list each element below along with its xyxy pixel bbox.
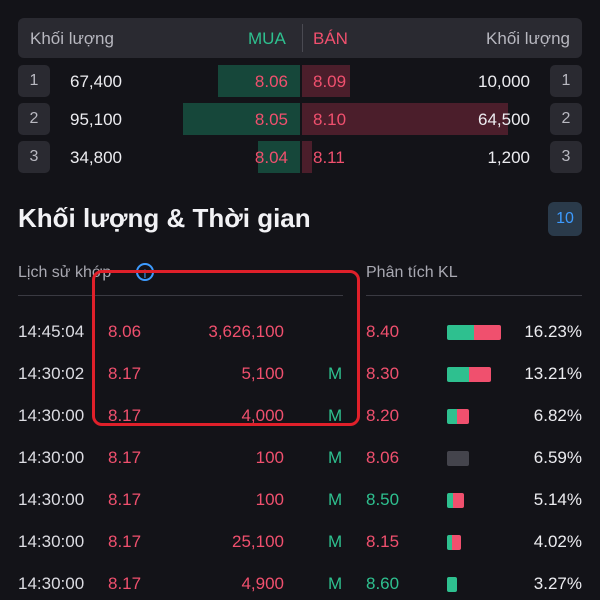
tab-match-history[interactable]: Lịch sử khớp (18, 264, 112, 281)
buy-volume: 95,100 (70, 110, 122, 129)
tab-underline (18, 295, 343, 296)
volume-ratio-bar (447, 535, 461, 550)
sell-price[interactable]: 8.10 (313, 110, 347, 129)
trade-row[interactable]: 14:30:00 8.17 4,900 M 8.60 3.27% (0, 570, 600, 600)
orderbook-row[interactable]: 1 67,400 8.06 8.09 10,000 1 (18, 65, 582, 97)
buy-volume: 34,800 (70, 148, 122, 167)
trade-volume: 25,100 (232, 532, 284, 551)
buy-price[interactable]: 8.04 (254, 148, 288, 167)
volume-percent: 5.14% (533, 490, 582, 509)
volume-percent: 13.21% (524, 364, 582, 383)
trade-price: 8.17 (108, 448, 142, 467)
sell-volume-header: Khối lượng (486, 29, 570, 48)
annotation-highlight-box (92, 270, 360, 426)
sell-level-index: 2 (550, 103, 582, 135)
trade-volume: 100 (255, 448, 284, 467)
volume-ratio-bar (447, 409, 469, 424)
sell-depth-bar (302, 65, 350, 97)
sell-depth-bar (302, 103, 508, 135)
trade-time: 14:30:00 (18, 532, 85, 551)
buy-header: MUA (248, 29, 286, 48)
trade-row[interactable]: 14:45:04 8.06 3,626,100 8.40 16.23% (0, 318, 600, 348)
trade-price: 8.17 (108, 490, 142, 509)
price-level: 8.30 (366, 364, 400, 383)
volume-percent: 16.23% (524, 322, 582, 341)
trade-time: 14:30:00 (18, 574, 85, 593)
trade-volume: 100 (255, 490, 284, 509)
buy-price[interactable]: 8.05 (254, 110, 288, 129)
trade-price: 8.17 (108, 532, 142, 551)
volume-percent: 6.82% (533, 406, 582, 425)
volume-percent: 4.02% (533, 532, 582, 551)
trade-volume: 4,900 (241, 574, 284, 593)
trade-price: 8.17 (108, 364, 142, 383)
volume-ratio-bar (447, 451, 469, 466)
trade-time: 14:30:00 (18, 490, 85, 509)
trade-side: M (328, 448, 343, 467)
price-level: 8.60 (366, 574, 400, 593)
sell-header: BÁN (313, 29, 348, 48)
trade-side: M (328, 574, 343, 593)
buy-level-index: 3 (18, 141, 50, 173)
buy-depth-bar (218, 65, 300, 97)
tab-volume-analysis[interactable]: Phân tích KL (366, 264, 458, 281)
sell-volume: 1,200 (487, 148, 530, 167)
count-selector[interactable]: 10 (548, 202, 582, 236)
trade-time: 14:30:00 (18, 448, 85, 467)
trade-time: 14:30:02 (18, 364, 85, 383)
price-level: 8.50 (366, 490, 400, 509)
trade-row[interactable]: 14:30:00 8.17 100 M 8.50 5.14% (0, 486, 600, 516)
buy-volume-header: Khối lượng (30, 29, 114, 48)
volume-ratio-bar (447, 367, 491, 382)
trade-side: M (328, 406, 343, 425)
sell-price[interactable]: 8.09 (313, 72, 347, 91)
trade-price: 8.06 (108, 322, 142, 341)
sell-volume: 64,500 (478, 110, 530, 129)
buy-volume: 67,400 (70, 72, 122, 91)
section-title: Khối lượng & Thời gian (18, 203, 311, 233)
trade-side: M (328, 490, 343, 509)
price-level: 8.06 (366, 448, 400, 467)
trade-price: 8.17 (108, 406, 142, 425)
sell-volume: 10,000 (478, 72, 530, 91)
price-level: 8.20 (366, 406, 400, 425)
volume-percent: 6.59% (533, 448, 582, 467)
trade-row[interactable]: 14:30:00 8.17 4,000 M 8.20 6.82% (0, 402, 600, 432)
trade-row[interactable]: 14:30:00 8.17 25,100 M 8.15 4.02% (0, 528, 600, 558)
buy-price[interactable]: 8.06 (254, 72, 288, 91)
buy-level-index: 1 (18, 65, 50, 97)
price-level: 8.15 (366, 532, 400, 551)
sell-depth-bar (302, 141, 312, 173)
trade-time: 14:30:00 (18, 406, 85, 425)
buy-depth-bar (183, 103, 300, 135)
trade-volume: 4,000 (241, 406, 284, 425)
volume-ratio-bar (447, 325, 501, 340)
trade-price: 8.17 (108, 574, 142, 593)
orderbook-row[interactable]: 3 34,800 8.04 8.11 1,200 3 (18, 141, 582, 173)
trade-volume: 5,100 (241, 364, 284, 383)
sell-level-index: 1 (550, 65, 582, 97)
volume-ratio-bar (447, 493, 464, 508)
buy-depth-bar (258, 141, 300, 173)
volume-ratio-bar (447, 577, 457, 592)
trade-time: 14:45:04 (18, 322, 85, 341)
trade-side: M (328, 364, 343, 383)
trade-row[interactable]: 14:30:02 8.17 5,100 M 8.30 13.21% (0, 360, 600, 390)
header-divider (302, 24, 303, 52)
buy-level-index: 2 (18, 103, 50, 135)
trade-volume: 3,626,100 (208, 322, 284, 341)
orderbook-header: Khối lượng MUA BÁN Khối lượng (18, 18, 582, 58)
trade-side: M (328, 532, 343, 551)
price-level: 8.40 (366, 322, 400, 341)
trade-row[interactable]: 14:30:00 8.17 100 M 8.06 6.59% (0, 444, 600, 474)
tab-underline (366, 295, 582, 296)
volume-percent: 3.27% (533, 574, 582, 593)
sell-price[interactable]: 8.11 (313, 148, 345, 167)
sell-level-index: 3 (550, 141, 582, 173)
orderbook-row[interactable]: 2 95,100 8.05 8.10 64,500 2 (18, 103, 582, 135)
